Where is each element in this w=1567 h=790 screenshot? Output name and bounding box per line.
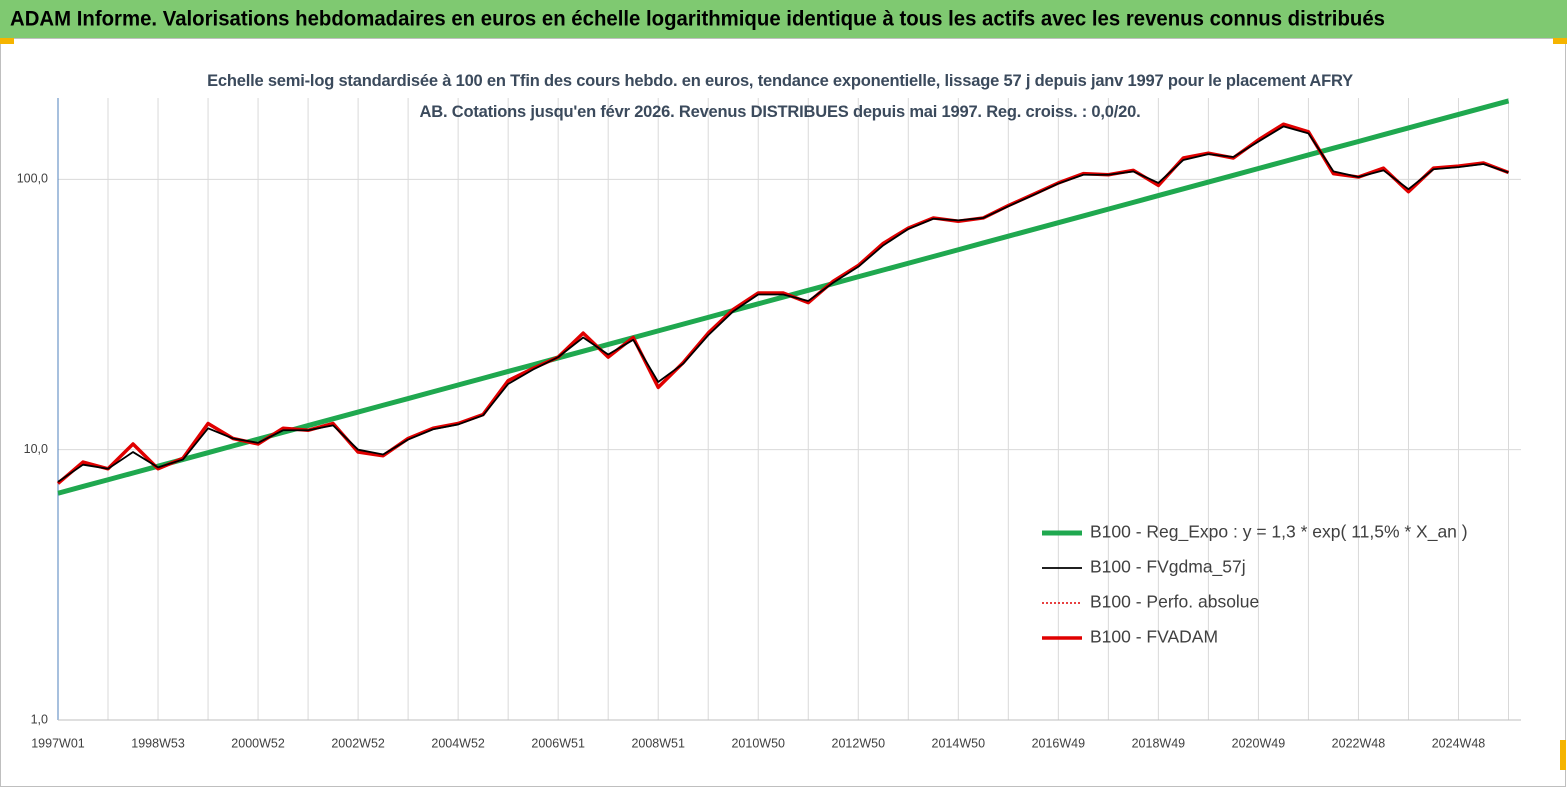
corner: [1553, 38, 1567, 44]
series-line: [56, 122, 1510, 485]
x-tick-label: 2000W52: [231, 736, 285, 750]
y-tick-label: 100,0: [17, 172, 48, 186]
legend-label: B100 - Reg_Expo : y = 1,3 * exp( 11,5% *…: [1090, 522, 1468, 543]
legend-label: B100 - FVgdma_57j: [1090, 557, 1246, 578]
x-tick-label: 2004W52: [431, 736, 485, 750]
x-tick-label: 2006W51: [531, 736, 585, 750]
legend-label: B100 - FVADAM: [1090, 627, 1218, 647]
x-tick-label: 2022W48: [1332, 736, 1386, 750]
x-tick-label: 2014W50: [932, 736, 986, 750]
chart-subtitle: Echelle semi-log standardisée à 100 en T…: [207, 72, 1353, 121]
series-line: [57, 123, 1509, 485]
x-tick-label: 2018W49: [1132, 736, 1186, 750]
x-tick-label: 2016W49: [1032, 736, 1086, 750]
series-line: [57, 98, 1510, 496]
x-tick-label: 1997W01: [31, 736, 85, 750]
x-tick-label: 1998W53: [131, 736, 185, 750]
x-tick-label: 2012W50: [832, 736, 886, 750]
x-tick-label: 2002W52: [331, 736, 385, 750]
chart-border: [0, 38, 1566, 787]
x-tick-label: 2008W51: [631, 736, 685, 750]
series-line: [57, 125, 1509, 483]
corner: [1560, 740, 1566, 770]
corner: [0, 38, 14, 44]
title-banner: [0, 0, 1567, 38]
y-tick-label: 1,0: [31, 712, 48, 726]
chart-title: ADAM Informe. Valorisations hebdomadaire…: [10, 8, 1385, 31]
x-tick-label: 2020W49: [1232, 736, 1286, 750]
y-tick-label: 10,0: [24, 442, 48, 456]
x-tick-label: 2024W48: [1432, 736, 1486, 750]
legend-label: B100 - Perfo. absolue: [1090, 592, 1259, 612]
x-tick-label: 2010W50: [731, 736, 785, 750]
